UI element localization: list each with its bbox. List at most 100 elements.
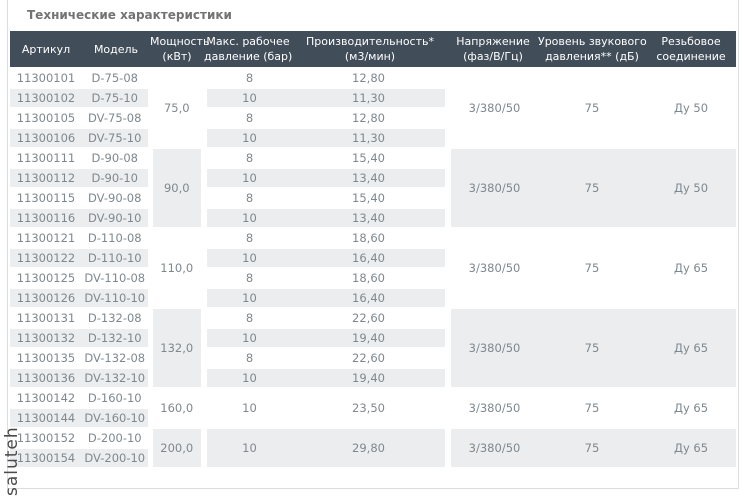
article-cell: 11300112: [10, 168, 82, 189]
article-cell: 11300135: [10, 348, 82, 369]
article-cell: 11300101: [10, 68, 82, 89]
table-row: 11300135 DV-132-08 8 22,60: [10, 348, 736, 369]
connection-cell: Ду 50: [646, 148, 736, 229]
model-cell: D-110-08: [82, 228, 150, 249]
table-row: 11300106 DV-75-10 10 11,30: [10, 128, 736, 149]
model-cell: D-132-10: [82, 328, 150, 349]
article-cell: 11300116: [10, 208, 82, 229]
model-cell: D-75-10: [82, 88, 150, 109]
pressure-cell: 10: [201, 328, 292, 349]
pressure-cell: 10: [201, 128, 292, 149]
capacity-cell: 29,80: [292, 428, 448, 469]
article-cell: 11300106: [10, 128, 82, 149]
specs-table: Артикул Модель Мощность (кВт) Макс. рабоч…: [10, 31, 736, 469]
table-row: 11300142 D-160-10 160,0 10 23,50 3/380/5…: [10, 388, 736, 429]
connection-cell: Ду 65: [646, 388, 736, 429]
section-title: Технические характеристики: [27, 8, 232, 22]
capacity-cell: 23,50: [292, 388, 448, 429]
pressure-cell: 10: [201, 208, 292, 229]
article-cell: 11300122: [10, 248, 82, 269]
article-cell: 11300154: [10, 448, 82, 469]
column-header-noise: Уровень звукового давления** (дБ): [538, 31, 647, 69]
table-body: 11300101 D-75-08 75,0 8 12,80 3/380/50 7…: [10, 68, 736, 469]
pressure-cell: 10: [201, 248, 292, 269]
table-row: 11300122 D-110-10 10 16,40: [10, 248, 736, 269]
power-cell: 110,0: [147, 228, 204, 309]
model-cell: DV-160-10: [82, 408, 150, 429]
model-cell: DV-75-08: [82, 108, 150, 129]
capacity-cell: 13,40: [292, 168, 448, 189]
content-frame: Технические характеристики Артикул Модел…: [7, 0, 739, 489]
capacity-cell: 16,40: [292, 288, 448, 309]
capacity-cell: 12,80: [292, 108, 448, 129]
table-row: 11300125 DV-110-08 8 18,60: [10, 268, 736, 289]
model-cell: DV-132-10: [82, 368, 150, 389]
table-row: 11300126 DV-110-10 10 16,40: [10, 288, 736, 309]
capacity-cell: 11,30: [292, 128, 448, 149]
voltage-cell: 3/380/50: [445, 428, 538, 469]
table-row: 11300131 D-132-08 132,0 8 22,60 3/380/50…: [10, 308, 736, 389]
capacity-cell: 22,60: [292, 308, 448, 329]
model-cell: D-75-08: [82, 68, 150, 89]
model-cell: DV-200-10: [82, 448, 150, 469]
noise-cell: 75: [538, 148, 646, 229]
model-cell: D-200-10: [82, 428, 150, 449]
capacity-cell: 16,40: [292, 248, 448, 269]
capacity-cell: 11,30: [292, 88, 448, 109]
capacity-cell: 13,40: [292, 208, 448, 229]
pressure-cell: 10: [201, 88, 292, 109]
column-header-power: Мощность (кВт): [150, 31, 209, 69]
connection-cell: Ду 65: [646, 308, 736, 389]
pressure-cell: 8: [201, 108, 292, 129]
capacity-cell: 18,60: [292, 228, 448, 249]
capacity-cell: 19,40: [292, 368, 448, 389]
capacity-cell: 18,60: [292, 268, 448, 289]
model-cell: DV-132-08: [82, 348, 150, 369]
column-header-pressure: Макс. рабочее давление (бар): [204, 31, 292, 69]
article-cell: 11300125: [10, 268, 82, 289]
table-row: 11300136 DV-132-10 10 19,40: [10, 368, 736, 389]
model-cell: D-90-10: [82, 168, 150, 189]
pressure-cell: 8: [201, 308, 292, 329]
voltage-cell: 3/380/50: [445, 68, 538, 149]
voltage-cell: 3/380/50: [445, 388, 538, 429]
noise-cell: 75: [538, 388, 646, 429]
article-cell: 11300102: [10, 88, 82, 109]
table-header: Артикул Модель Мощность (кВт) Макс. рабоч…: [10, 31, 736, 69]
table-row: 11300116 DV-90-10 10 13,40: [10, 208, 736, 229]
article-cell: 11300115: [10, 188, 82, 209]
pressure-cell: 8: [201, 228, 292, 249]
article-cell: 11300144: [10, 408, 82, 429]
model-cell: DV-90-10: [82, 208, 150, 229]
noise-cell: 75: [538, 68, 646, 149]
power-cell: 75,0: [147, 68, 204, 149]
table-row: 11300152 D-200-10 200,0 10 29,80 3/380/5…: [10, 428, 736, 469]
connection-cell: Ду 65: [646, 228, 736, 309]
article-cell: 11300121: [10, 228, 82, 249]
watermark-text: saluteh: [2, 426, 22, 496]
pressure-cell: 8: [201, 348, 292, 369]
noise-cell: 75: [538, 428, 646, 469]
model-cell: DV-110-10: [82, 288, 150, 309]
pressure-cell: 8: [201, 188, 292, 209]
header-row: Артикул Модель Мощность (кВт) Макс. рабоч…: [10, 31, 736, 69]
connection-cell: Ду 65: [646, 428, 736, 469]
table-row: 11300115 DV-90-08 8 15,40: [10, 188, 736, 209]
article-cell: 11300136: [10, 368, 82, 389]
article-cell: 11300131: [10, 308, 82, 329]
pressure-cell: 8: [201, 268, 292, 289]
noise-cell: 75: [538, 308, 646, 389]
capacity-cell: 15,40: [292, 188, 448, 209]
pressure-cell: 8: [201, 148, 292, 169]
column-header-connection: Резьбовое соединение: [646, 31, 736, 69]
article-cell: 11300132: [10, 328, 82, 349]
power-cell: 132,0: [147, 308, 204, 389]
table-row: 11300102 D-75-10 10 11,30: [10, 88, 736, 109]
capacity-cell: 15,40: [292, 148, 448, 169]
table-row: 11300105 DV-75-08 8 12,80: [10, 108, 736, 129]
column-header-capacity: Производительность* (м3/мин): [292, 31, 448, 69]
power-cell: 160,0: [147, 388, 204, 429]
model-cell: DV-90-08: [82, 188, 150, 209]
pressure-cell: 10: [201, 428, 292, 469]
capacity-cell: 22,60: [292, 348, 448, 369]
